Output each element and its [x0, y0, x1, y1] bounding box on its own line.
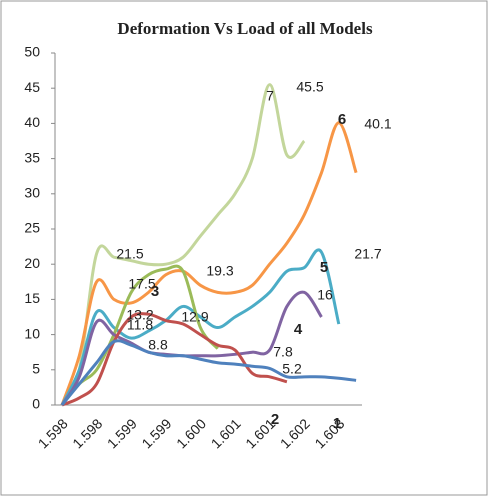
- y-tick-label: 15: [24, 290, 40, 306]
- y-tick-label: 10: [24, 325, 40, 341]
- series-line: [60, 264, 219, 406]
- annotation: 5: [320, 259, 328, 276]
- y-tick-label: 30: [24, 185, 40, 201]
- annotation: 4: [294, 321, 303, 338]
- annotation: 21.7: [354, 246, 381, 262]
- y-tick-label: 45: [24, 79, 40, 95]
- annotation: 17.5: [128, 276, 155, 292]
- annotation: 1: [333, 415, 341, 432]
- annotation: 21.5: [116, 246, 143, 262]
- y-tick-label: 50: [24, 44, 40, 60]
- chart-title: Deformation Vs Load of all Models: [117, 19, 373, 38]
- series-line: [60, 339, 357, 406]
- series-line: [60, 121, 358, 406]
- y-tick-label: 35: [24, 149, 40, 165]
- annotation: 7: [266, 88, 274, 104]
- annotation: 5.2: [282, 361, 302, 377]
- annotation: 45.5: [296, 79, 323, 95]
- annotation: 6: [338, 111, 346, 128]
- annotation: 11.8: [127, 317, 153, 333]
- annotation: 12.9: [181, 309, 208, 325]
- y-tick-label: 40: [24, 114, 40, 130]
- annotation: 16: [317, 287, 333, 303]
- annotation: 13.2: [126, 307, 153, 323]
- annotation: 40.1: [364, 116, 391, 132]
- annotation: 8.8: [148, 337, 168, 353]
- annotation: 19.3: [206, 263, 233, 279]
- series-line: [61, 312, 288, 407]
- annotation: 7.8: [273, 344, 293, 360]
- y-tick-label: 0: [32, 396, 40, 412]
- series-line: [60, 83, 306, 406]
- annotation: 2: [271, 411, 279, 428]
- series-line: [60, 248, 341, 406]
- y-tick-label: 5: [32, 361, 40, 377]
- y-tick-label: 25: [24, 220, 40, 236]
- annotation: 3: [151, 283, 159, 300]
- y-tick-label: 20: [24, 255, 40, 271]
